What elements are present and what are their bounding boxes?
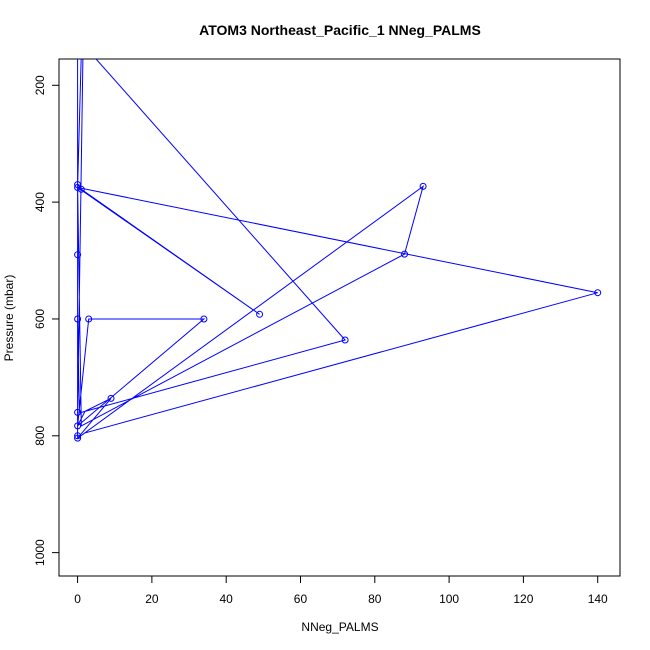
data-point (74, 434, 82, 442)
data-point (74, 184, 82, 191)
x-tick-label: 60 (294, 592, 308, 606)
x-tick-label: 80 (368, 592, 382, 606)
data-point (74, 432, 82, 440)
data-layer (74, 59, 602, 442)
x-tick-label: 100 (439, 592, 459, 606)
y-tick-label: 200 (33, 75, 47, 95)
y-tick-label: 800 (33, 425, 47, 445)
data-point (74, 251, 82, 259)
y-tick-label: 600 (33, 309, 47, 329)
y-axis: 200 400 600 800 1000 (33, 75, 59, 566)
chart-title: ATOM3 Northeast_Pacific_1 NNeg_PALMS (199, 22, 481, 38)
data-point (74, 408, 82, 416)
data-point (401, 250, 408, 258)
data-point (256, 310, 264, 318)
plot-area-frame (58, 58, 621, 577)
x-axis-label: NNeg_PALMS (301, 620, 378, 634)
data-point (107, 394, 115, 402)
data-point (85, 315, 93, 323)
data-point (74, 181, 82, 189)
x-tick-label: 40 (220, 592, 234, 606)
x-axis: 0 20 40 60 80 100 120 140 (74, 576, 608, 606)
x-tick-label: 120 (513, 592, 533, 606)
data-point (341, 336, 349, 344)
y-axis-label: Pressure (mbar) (2, 275, 16, 362)
data-point (77, 185, 85, 193)
y-tick-label: 1000 (33, 539, 47, 566)
x-tick-label: 140 (588, 592, 608, 606)
y-tick-label: 400 (33, 192, 47, 212)
x-tick-label: 0 (74, 592, 81, 606)
data-point (74, 315, 82, 323)
x-tick-label: 20 (145, 592, 159, 606)
data-point (74, 422, 82, 430)
data-point (200, 315, 208, 323)
data-point (419, 182, 427, 190)
series-line (77, 59, 598, 440)
data-point (594, 289, 602, 297)
